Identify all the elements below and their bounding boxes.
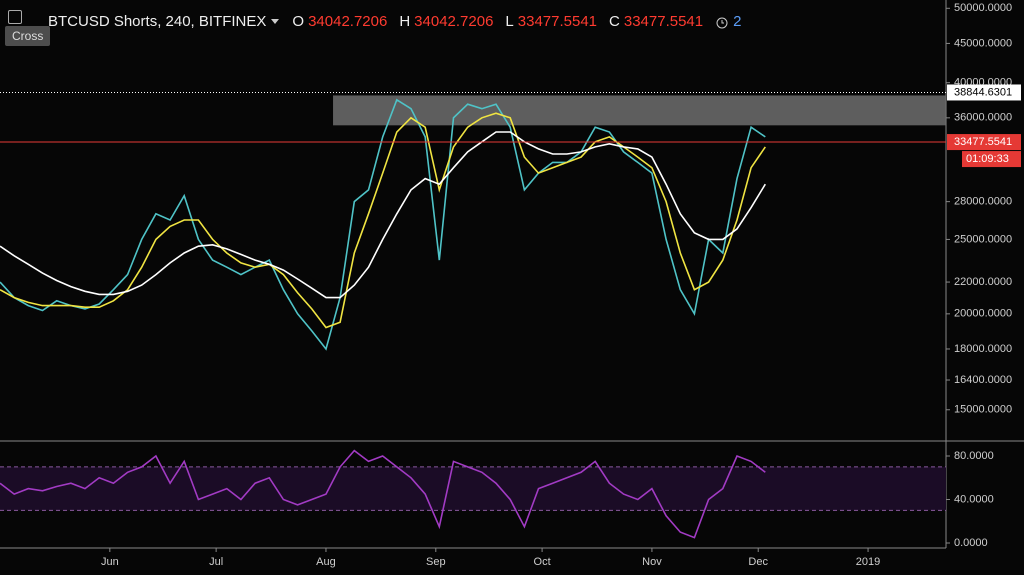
y-tick-label: 15000.0000: [954, 404, 1012, 416]
ohlc-value: 34042.7206: [308, 13, 388, 30]
y-tick-label: 28000.0000: [954, 196, 1012, 208]
ohlc-key: H: [399, 13, 411, 30]
legend-header: BTCUSD Shorts, 240, BITFINEX O 34042.7206…: [48, 13, 741, 30]
toolbar-icon[interactable]: [8, 10, 22, 24]
y-tick-label: 16400.0000: [954, 374, 1012, 386]
x-tick-label: Jul: [209, 556, 223, 568]
resistance-zone: [333, 95, 946, 126]
ohlc-value: 34042.7206: [414, 13, 494, 30]
cursor-tooltip: Cross: [5, 26, 51, 46]
x-tick-label: Nov: [642, 556, 662, 568]
x-tick-label: Aug: [316, 556, 336, 568]
y-tick-label: 40.0000: [954, 493, 994, 505]
alert-icon[interactable]: [715, 15, 729, 29]
x-tick-label: 2019: [856, 556, 880, 568]
y-tick-label: 0.0000: [954, 537, 988, 549]
symbol-title[interactable]: BTCUSD Shorts, 240, BITFINEX: [48, 13, 267, 30]
series-line: [0, 131, 766, 299]
alert-count: 2: [733, 13, 742, 30]
x-tick-label: Oct: [534, 556, 551, 568]
x-tick-label: Dec: [748, 556, 768, 568]
price-label: 33477.5541: [954, 136, 1012, 148]
ohlc-key: L: [505, 13, 514, 30]
series-line: [0, 112, 766, 329]
ohlc-key: C: [609, 13, 620, 30]
price-label-box: [947, 84, 1021, 101]
y-tick-label: 45000.0000: [954, 37, 1012, 49]
price-label-box: [947, 134, 1021, 151]
y-tick-label: 25000.0000: [954, 233, 1012, 245]
countdown-label: 01:09:33: [966, 153, 1009, 165]
y-tick-label: 80.0000: [954, 450, 994, 462]
ohlc-key: O: [292, 13, 305, 30]
ohlc-value: 33477.5541: [623, 13, 704, 30]
rsi-band: [0, 466, 946, 511]
x-tick-label: Jun: [101, 556, 119, 568]
y-tick-label: 22000.0000: [954, 276, 1012, 288]
y-tick-label: 20000.0000: [954, 308, 1012, 320]
price-label: 38844.6301: [954, 86, 1012, 98]
countdown-box: [962, 151, 1021, 168]
series-line: [0, 98, 766, 351]
ohlc-value: 33477.5541: [517, 13, 598, 30]
y-tick-label: 18000.0000: [954, 343, 1012, 355]
x-tick-label: Sep: [426, 556, 446, 568]
series-line: [0, 449, 766, 539]
y-tick-label: 50000.0000: [954, 2, 1012, 14]
dropdown-caret[interactable]: [270, 18, 280, 26]
y-tick-label: 36000.0000: [954, 112, 1012, 124]
